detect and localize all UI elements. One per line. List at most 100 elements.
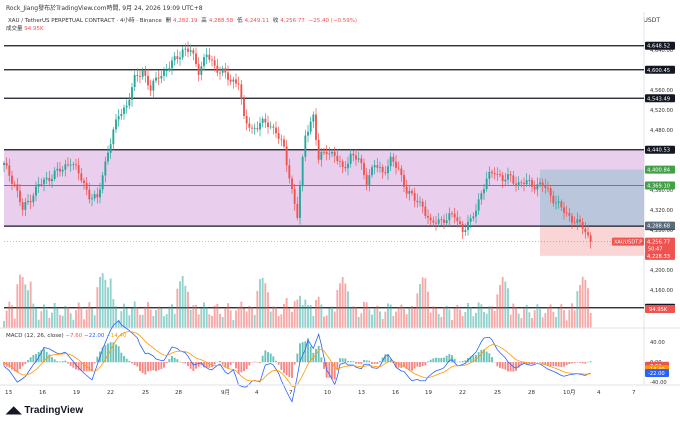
candle[interactable] [501, 175, 504, 182]
candle[interactable] [35, 186, 37, 196]
candle[interactable] [125, 105, 128, 108]
candle[interactable] [352, 153, 355, 156]
candle[interactable] [259, 122, 261, 130]
candle[interactable] [389, 156, 392, 167]
candle[interactable] [253, 128, 256, 130]
candle[interactable] [477, 199, 480, 211]
candle[interactable] [379, 166, 381, 168]
candle[interactable] [387, 166, 389, 174]
candle[interactable] [357, 158, 360, 160]
candle[interactable] [395, 161, 397, 168]
candle[interactable] [413, 193, 416, 201]
candle[interactable] [216, 65, 219, 73]
candle[interactable] [163, 70, 165, 76]
candle[interactable] [344, 166, 347, 169]
candle[interactable] [267, 122, 269, 128]
candle[interactable] [192, 50, 195, 54]
candle[interactable] [283, 139, 285, 147]
candle[interactable] [317, 139, 320, 160]
candle[interactable] [568, 213, 571, 216]
candle[interactable] [560, 201, 563, 208]
candle[interactable] [243, 98, 245, 117]
candle[interactable] [547, 187, 549, 189]
candle[interactable] [75, 164, 77, 166]
candle[interactable] [349, 153, 352, 164]
candle[interactable] [528, 180, 531, 181]
candle[interactable] [91, 198, 93, 200]
candle[interactable] [29, 200, 32, 203]
candle[interactable] [40, 184, 43, 185]
candle[interactable] [229, 79, 232, 82]
candle[interactable] [453, 213, 456, 218]
candle[interactable] [43, 179, 45, 185]
candle[interactable] [181, 49, 184, 58]
candle[interactable] [165, 70, 168, 72]
candle[interactable] [461, 224, 464, 232]
candle[interactable] [517, 182, 520, 185]
candle[interactable] [83, 180, 85, 184]
candle[interactable] [360, 158, 363, 163]
candle[interactable] [368, 175, 371, 185]
candle[interactable] [443, 219, 445, 224]
candle[interactable] [285, 146, 288, 166]
candle[interactable] [64, 164, 67, 170]
candle[interactable] [245, 116, 248, 124]
candle[interactable] [299, 186, 301, 218]
candle[interactable] [523, 182, 525, 185]
candle[interactable] [533, 186, 536, 190]
candle[interactable] [339, 161, 341, 162]
candle[interactable] [549, 188, 552, 196]
candle[interactable] [200, 66, 203, 75]
candle[interactable] [291, 178, 293, 190]
candle[interactable] [133, 75, 136, 88]
candle[interactable] [272, 126, 275, 128]
candle[interactable] [8, 165, 11, 176]
candle[interactable] [381, 166, 384, 173]
candle[interactable] [45, 177, 48, 180]
candle[interactable] [232, 79, 235, 82]
candle[interactable] [427, 216, 429, 218]
candle[interactable] [227, 72, 229, 80]
candle[interactable] [451, 213, 453, 214]
candle[interactable] [336, 155, 339, 162]
candle[interactable] [221, 68, 224, 73]
candle[interactable] [467, 221, 469, 230]
candle[interactable] [160, 75, 163, 79]
candle[interactable] [496, 174, 499, 175]
candle[interactable] [141, 70, 144, 77]
candle[interactable] [168, 68, 171, 71]
candle[interactable] [373, 165, 376, 168]
candle[interactable] [16, 184, 19, 191]
candle[interactable] [59, 168, 61, 172]
candle[interactable] [80, 173, 83, 181]
candle[interactable] [11, 175, 13, 184]
candle[interactable] [421, 201, 424, 207]
candle[interactable] [416, 200, 419, 203]
candle[interactable] [275, 127, 277, 134]
candle[interactable] [269, 126, 272, 128]
candle[interactable] [445, 220, 448, 224]
candle[interactable] [13, 183, 16, 185]
candle[interactable] [565, 212, 568, 214]
candle[interactable] [328, 153, 331, 155]
candle[interactable] [507, 174, 509, 180]
candle[interactable] [293, 189, 296, 204]
candle[interactable] [323, 151, 325, 153]
candle[interactable] [179, 57, 181, 59]
candle[interactable] [144, 70, 147, 76]
candle[interactable] [536, 184, 539, 190]
candle[interactable] [149, 85, 152, 91]
candle[interactable] [333, 151, 336, 156]
candle[interactable] [77, 165, 80, 174]
candle[interactable] [435, 222, 437, 224]
candle[interactable] [408, 190, 411, 194]
candle[interactable] [403, 175, 405, 187]
candle[interactable] [371, 167, 373, 176]
candle[interactable] [347, 163, 349, 169]
candle[interactable] [261, 118, 264, 123]
candle[interactable] [539, 182, 541, 185]
candle[interactable] [32, 195, 35, 203]
candle[interactable] [251, 127, 253, 129]
candle[interactable] [104, 161, 107, 176]
candle[interactable] [171, 60, 173, 69]
